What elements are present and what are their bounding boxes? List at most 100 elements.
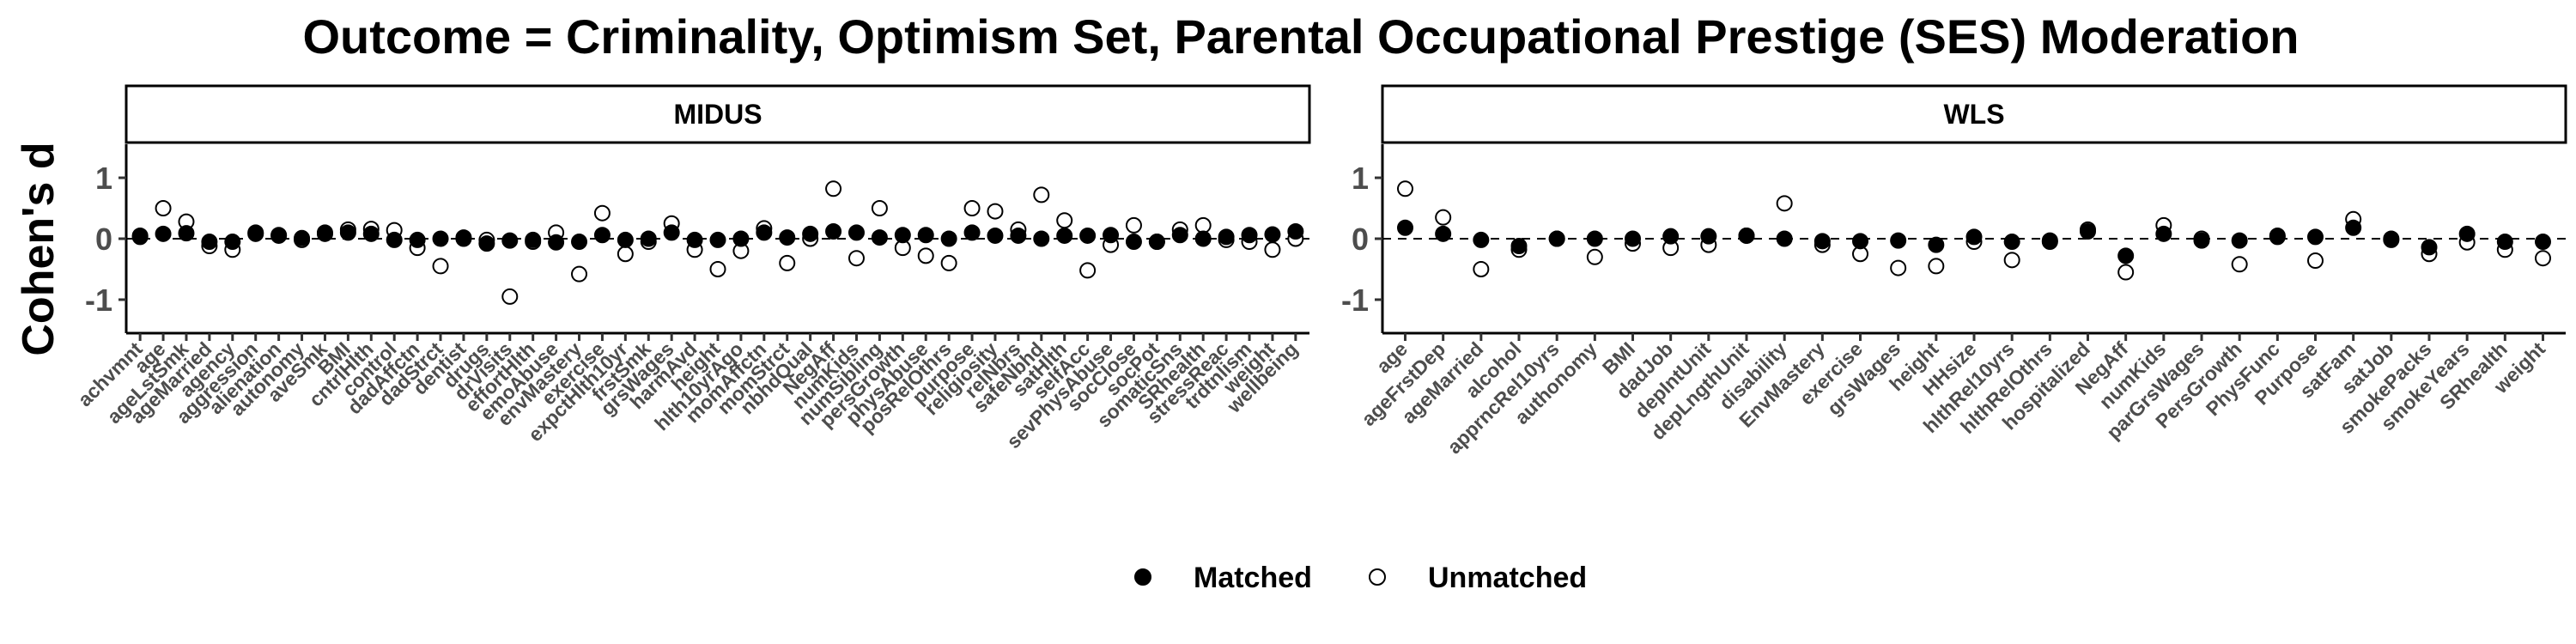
point-matched [247,224,264,241]
point-matched [663,224,680,241]
point-unmatched [1125,216,1142,234]
point-matched [409,231,426,248]
point-matched [455,229,472,246]
point-matched [1287,222,1304,240]
point-unmatched [1264,241,1281,258]
point-unmatched [963,200,981,217]
y-tick-label: -1 [1341,283,1369,318]
point-unmatched [848,250,865,267]
point-matched [894,227,911,244]
y-axis-label: Cohen's d [14,142,64,355]
point-matched [1814,233,1831,250]
legend-key-unmatched [1369,568,1386,586]
point-matched [2003,234,2020,251]
point-unmatched [1397,180,1413,197]
point-matched [2383,231,2400,248]
point-matched [1625,230,1641,247]
point-matched [1965,228,1983,246]
point-matched [1586,230,1603,247]
point-matched [1738,227,1755,244]
plot-area-wls: -101ageageFrstDepageMarriedalcoholapprnc… [1341,144,2566,459]
point-matched [1033,230,1050,247]
point-unmatched [2117,264,2135,281]
point-unmatched [1435,209,1452,226]
point-unmatched [1776,195,1793,212]
point-matched [1473,231,1490,248]
point-unmatched [2307,252,2324,270]
point-unmatched [709,260,726,277]
point-unmatched [917,247,934,264]
point-matched [386,231,403,248]
plot-area-midus: -101achvmntageageLstSmkageMarriedagencya… [73,144,1309,453]
point-unmatched [1928,258,1945,275]
point-matched [2080,222,2096,240]
point-matched [1194,230,1212,247]
point-matched [617,231,634,248]
point-unmatched [501,288,519,305]
point-matched [1241,227,1258,244]
point-unmatched [2231,256,2248,273]
point-unmatched [617,246,634,263]
point-matched [1890,232,1907,249]
chart-title: Outcome = Criminality, Optimism Set, Par… [302,9,2299,64]
point-matched [571,234,588,251]
y-tick-label: 1 [95,161,112,196]
point-unmatched [1890,259,1907,276]
point-matched [1056,227,1073,244]
point-matched [201,234,218,251]
point-unmatched [2003,252,2020,269]
panel-wls: WLS -101ageageFrstDepageMarriedalcoholap… [1341,84,2567,459]
point-matched [779,229,796,246]
point-matched [2155,225,2172,242]
point-matched [940,230,957,247]
point-matched [2269,228,2286,246]
point-matched [1218,228,1235,246]
point-matched [917,227,934,244]
point-unmatched [1033,186,1050,204]
point-matched [548,234,565,251]
y-tick-label: 1 [1352,161,1369,196]
point-matched [2421,239,2438,256]
point-unmatched [1194,216,1212,234]
point-unmatched [940,254,957,271]
point-matched [2345,219,2362,236]
point-unmatched [871,200,888,217]
point-matched [2193,232,2210,249]
point-unmatched [1586,248,1603,265]
point-matched [1010,227,1027,244]
point-matched [1928,236,1945,253]
point-matched [756,224,773,241]
point-matched [1125,234,1142,251]
point-matched [2041,232,2058,249]
point-matched [963,224,981,241]
strip-label-wls: WLS [1943,99,2004,130]
y-tick-label: -1 [85,283,112,318]
point-matched [1264,226,1281,243]
legend-label-matched: Matched [1194,562,1312,594]
point-unmatched [2535,250,2551,267]
point-matched [640,230,657,247]
point-matched [2535,234,2551,251]
point-unmatched [825,180,842,197]
point-matched [2231,232,2248,249]
point-matched [2458,225,2476,242]
point-matched [1079,227,1097,244]
y-tick-label: 0 [1352,222,1369,257]
point-matched [2496,234,2513,251]
point-matched [987,227,1004,244]
point-unmatched [155,200,172,217]
point-matched [155,225,172,242]
point-unmatched [779,254,796,271]
point-matched [362,225,380,242]
point-matched [825,222,842,240]
panel-midus: MIDUS -101achvmntageageLstSmkageMarrieda… [73,84,1311,453]
point-unmatched [987,203,1004,220]
strip-label-midus: MIDUS [673,99,762,130]
point-matched [1700,228,1717,245]
strip-wls [1381,84,2567,144]
point-matched [871,229,888,246]
legend-key-matched [1134,568,1151,586]
point-matched [178,225,195,242]
point-unmatched [1079,262,1097,279]
